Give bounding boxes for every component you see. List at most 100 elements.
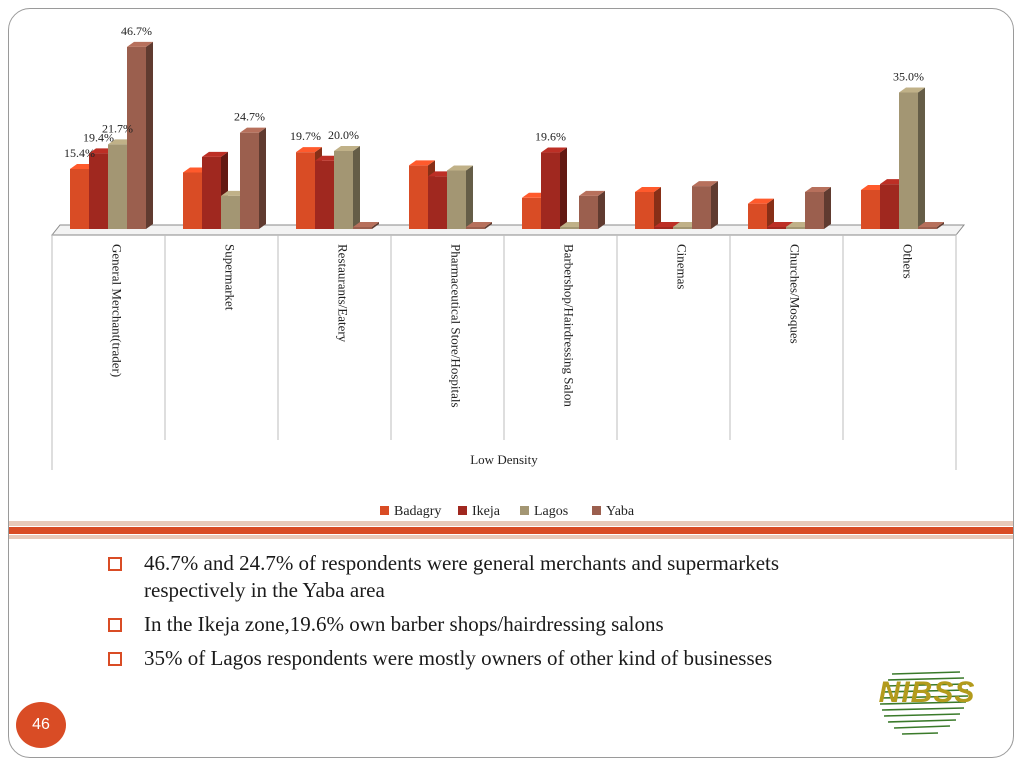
bar-side	[824, 186, 831, 229]
bar-front	[635, 191, 654, 229]
bar-front	[560, 227, 579, 229]
bar-yaba-1	[240, 127, 266, 229]
bar-side	[654, 186, 661, 229]
checkbox-bullet-icon	[108, 652, 122, 666]
bar-top	[767, 222, 793, 227]
divider-band-light-top	[9, 521, 1013, 526]
nibss-logo: NIBSS	[872, 664, 982, 744]
bar-side	[767, 198, 774, 229]
bar-ikeja-4	[541, 147, 567, 229]
bullet-text: 46.7% and 24.7% of respondents were gene…	[144, 551, 780, 602]
bar-side	[918, 87, 925, 229]
bar-front	[428, 176, 447, 229]
bar-front	[127, 46, 146, 230]
bar-side	[598, 190, 605, 229]
legend-swatch	[380, 506, 389, 515]
divider-band-orange	[9, 527, 1013, 534]
checkbox-bullet-icon	[108, 557, 122, 571]
bar-front	[880, 184, 899, 229]
bar-side	[711, 181, 718, 229]
bullet-item: In the Ikeja zone,19.6% own barber shops…	[104, 611, 824, 638]
legend-swatch	[458, 506, 467, 515]
bar-top	[240, 127, 266, 133]
bar-yaba-7	[918, 222, 944, 229]
bar-front	[296, 152, 315, 229]
category-label: Pharmaceutical Store/Hospitals	[449, 244, 464, 408]
bar-top	[447, 165, 473, 171]
bar-side	[146, 41, 153, 230]
data-label: 46.7%	[121, 24, 152, 38]
data-label: 20.0%	[328, 128, 359, 142]
bar-top	[899, 87, 925, 93]
page-number: 46	[16, 702, 66, 748]
category-label: Others	[901, 244, 916, 279]
bar-front	[108, 144, 127, 229]
bar-top	[409, 160, 435, 166]
bar-top	[805, 186, 831, 192]
bar-front	[786, 227, 805, 229]
bar-top	[748, 198, 774, 204]
bar-yaba-6	[805, 186, 831, 229]
bar-top	[353, 222, 379, 227]
bar-lagos-2	[334, 146, 360, 229]
bar-side	[937, 222, 944, 229]
legend-label: Yaba	[606, 504, 635, 519]
bar-side	[466, 165, 473, 229]
bar-front	[541, 152, 560, 229]
category-label: Churches/Mosques	[788, 244, 803, 344]
bar-front	[70, 168, 89, 229]
bar-front	[748, 203, 767, 229]
bar-yaba-0	[127, 41, 153, 230]
bar-side	[372, 222, 379, 229]
bullet-item: 35% of Lagos respondents were mostly own…	[104, 645, 824, 672]
bar-front	[89, 153, 108, 229]
bar-top	[202, 151, 228, 157]
bar-side	[259, 127, 266, 229]
bar-front	[673, 227, 692, 229]
bullet-item: 46.7% and 24.7% of respondents were gene…	[104, 550, 824, 604]
chart-floor	[50, 224, 966, 236]
legend-label: Lagos	[534, 504, 568, 519]
bar-front	[315, 160, 334, 229]
bar-front	[447, 170, 466, 229]
bar-badagry-5	[635, 186, 661, 229]
bar-front	[202, 156, 221, 229]
legend-item-ikeja: Ikeja	[458, 504, 501, 519]
category-label: Barbershop/Hairdressing Salon	[562, 244, 577, 407]
logo-text: NIBSS	[878, 676, 976, 709]
bar-top	[541, 147, 567, 153]
legend-label: Badagry	[394, 504, 441, 519]
bar-top	[918, 222, 944, 227]
bar-top	[692, 181, 718, 187]
bar-yaba-2	[353, 222, 379, 229]
category-label: Supermarket	[223, 244, 238, 311]
legend-label: Ikeja	[472, 504, 501, 519]
bar-front	[409, 165, 428, 229]
category-label: Cinemas	[675, 244, 690, 290]
bullet-list: 46.7% and 24.7% of respondents were gene…	[104, 550, 824, 679]
bullet-text: 35% of Lagos respondents were mostly own…	[144, 646, 773, 670]
bar-side	[485, 222, 492, 229]
bar-badagry-6	[748, 198, 774, 229]
legend-item-lagos: Lagos	[520, 504, 568, 519]
category-label: Restaurants/Eatery	[336, 244, 351, 343]
bar-front	[654, 227, 673, 229]
bar-top	[466, 222, 492, 227]
bar-front	[692, 186, 711, 229]
bar-front	[183, 172, 202, 229]
checkbox-bullet-icon	[108, 618, 122, 632]
bar-front	[221, 195, 240, 229]
bar-front	[353, 227, 372, 229]
bar-top	[127, 41, 153, 47]
data-label: 35.0%	[893, 70, 924, 84]
bar-top	[334, 146, 360, 151]
bar-top	[654, 222, 680, 227]
bar-front	[861, 190, 880, 229]
data-label: 19.6%	[535, 130, 566, 144]
data-label: 15.4%	[64, 146, 95, 160]
bar-yaba-3	[466, 222, 492, 229]
bar-front	[767, 227, 786, 229]
divider-band-light-bottom	[9, 535, 1013, 539]
bar-side	[353, 146, 360, 229]
bar-front	[918, 227, 937, 229]
